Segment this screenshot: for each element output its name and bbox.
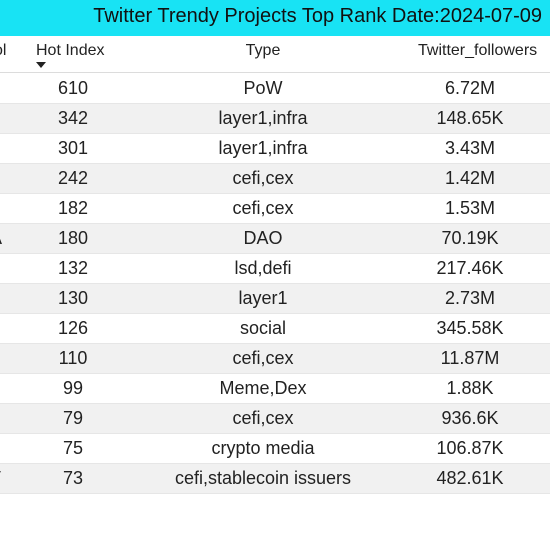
- cell-twitter-followers: 217.46K: [436, 258, 504, 278]
- cell-twitter-followers: 2.73M: [444, 288, 496, 308]
- cell-hot-index: 182: [57, 198, 89, 218]
- cell-hot-index: 73: [62, 468, 84, 488]
- cell-type: cefi,stablecoin issuers: [174, 468, 352, 488]
- cell-type: social: [239, 318, 287, 338]
- cell-type: cefi,cex: [232, 348, 294, 368]
- cell-twitter-followers: 482.61K: [436, 468, 504, 488]
- cell-type: layer1: [238, 288, 288, 308]
- cell-type: layer1,infra: [218, 108, 308, 128]
- cell-type: lsd,defi: [234, 258, 292, 278]
- table-row[interactable]: 75 crypto media 106.87K: [0, 434, 550, 464]
- cell-hot-index: 75: [62, 438, 84, 458]
- table-row[interactable]: 99 Meme,Dex 1.88K: [0, 374, 550, 404]
- cell-twitter-followers: 936.6K: [441, 408, 499, 428]
- cell-twitter-followers: 106.87K: [436, 438, 504, 458]
- cell-twitter-followers: 6.72M: [444, 78, 496, 98]
- cell-symbol: T: [0, 468, 14, 489]
- cell-symbol: A: [0, 228, 14, 249]
- cell-hot-index: 130: [57, 288, 89, 308]
- title-bar: Twitter Trendy Projects Top Rank Date:20…: [0, 0, 550, 36]
- cell-hot-index: 79: [62, 408, 84, 428]
- table-row[interactable]: 110 cefi,cex 11.87M: [0, 344, 550, 374]
- cell-twitter-followers: 1.53M: [444, 198, 496, 218]
- table-row[interactable]: 79 cefi,cex 936.6K: [0, 404, 550, 434]
- page-title: Twitter Trendy Projects Top Rank Date:20…: [93, 5, 542, 27]
- table-row[interactable]: A 180 DAO 70.19K: [0, 224, 550, 254]
- cell-hot-index: 180: [57, 228, 89, 248]
- cell-hot-index: 132: [57, 258, 89, 278]
- table-row[interactable]: 242 cefi,cex 1.42M: [0, 164, 550, 194]
- cell-twitter-followers: 70.19K: [441, 228, 499, 248]
- cell-twitter-followers: 1.42M: [444, 168, 496, 188]
- cell-type: crypto media: [211, 438, 315, 458]
- cell-hot-index: 342: [57, 108, 89, 128]
- sort-descending-icon[interactable]: [36, 62, 46, 68]
- table-body: 610 PoW 6.72M 342 layer1,infra 148.65K 301 laye…: [0, 74, 550, 494]
- cell-hot-index: 110: [58, 348, 88, 368]
- cell-hot-index: 242: [57, 168, 89, 188]
- column-header-hot-index[interactable]: Hot Index: [36, 42, 105, 59]
- cell-hot-index: 126: [57, 318, 89, 338]
- cell-hot-index: 610: [57, 78, 89, 98]
- cell-twitter-followers: 11.87M: [440, 348, 500, 368]
- cell-type: cefi,cex: [232, 198, 294, 218]
- cell-hot-index: 99: [62, 378, 84, 398]
- cell-hot-index: 301: [57, 138, 89, 158]
- table-row[interactable]: 342 layer1,infra 148.65K: [0, 104, 550, 134]
- column-header-twitter-followers[interactable]: Twitter_followers: [418, 42, 538, 59]
- cell-twitter-followers: 3.43M: [444, 138, 496, 158]
- table-header: ol Hot Index Type Twitter_followers: [0, 36, 550, 73]
- table-row[interactable]: 130 layer1 2.73M: [0, 284, 550, 314]
- column-header-type[interactable]: Type: [245, 42, 281, 59]
- cell-twitter-followers: 148.65K: [436, 108, 504, 128]
- table-row[interactable]: 126 social 345.58K: [0, 314, 550, 344]
- table-row[interactable]: T 73 cefi,stablecoin issuers 482.61K: [0, 464, 550, 494]
- cell-type: DAO: [243, 228, 283, 248]
- cell-type: layer1,infra: [218, 138, 308, 158]
- cell-type: PoW: [243, 78, 283, 98]
- cell-type: cefi,cex: [232, 168, 294, 188]
- cell-twitter-followers: 345.58K: [436, 318, 504, 338]
- table-row[interactable]: 610 PoW 6.72M: [0, 74, 550, 104]
- table-row[interactable]: 132 lsd,defi 217.46K: [0, 254, 550, 284]
- cell-type: cefi,cex: [232, 408, 294, 428]
- cell-type: Meme,Dex: [219, 378, 307, 398]
- column-header-symbol[interactable]: ol: [0, 42, 7, 59]
- table-row[interactable]: 182 cefi,cex 1.53M: [0, 194, 550, 224]
- table-row[interactable]: 301 layer1,infra 3.43M: [0, 134, 550, 164]
- cell-twitter-followers: 1.88K: [446, 378, 494, 398]
